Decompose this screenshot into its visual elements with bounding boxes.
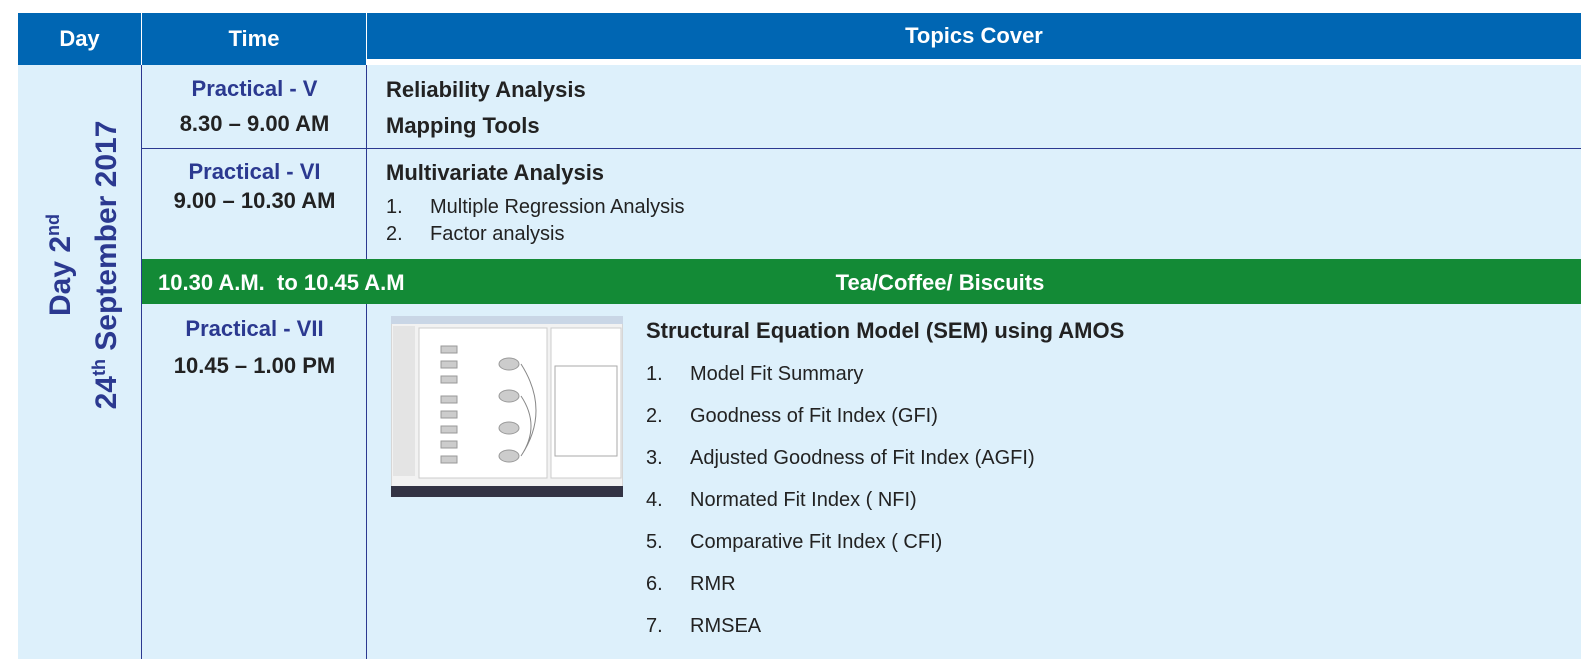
item-num: 1.	[386, 196, 403, 218]
header-time: Time	[142, 13, 366, 65]
day-text: Day 2	[44, 235, 77, 317]
item-num: 5.	[646, 531, 663, 553]
item-text: Multiple Regression Analysis	[430, 196, 685, 218]
item-text: Comparative Fit Index ( CFI)	[690, 531, 943, 553]
item-num: 3.	[646, 447, 663, 469]
day-label: Day 2nd 24th September 2017	[34, 121, 126, 410]
date-sup: th	[89, 359, 109, 377]
column-line	[366, 304, 367, 659]
header-divider	[366, 13, 367, 65]
header-divider	[141, 13, 142, 65]
date-day: 24	[90, 376, 123, 410]
item-num: 7.	[646, 615, 663, 637]
topic: Mapping Tools	[386, 113, 540, 138]
item-num: 6.	[646, 573, 663, 595]
column-line	[366, 65, 367, 259]
session-name: Practical - VII	[185, 316, 324, 341]
item-text: Normated Fit Index ( NFI)	[690, 489, 917, 511]
break-time: 10.30 A.M. to 10.45 A.M	[158, 270, 405, 295]
column-line	[141, 65, 142, 659]
day-sup: nd	[43, 213, 63, 236]
session-time: 8.30 – 9.00 AM	[179, 111, 330, 136]
header-topics: Topics Cover	[367, 13, 1581, 59]
item-num: 2.	[646, 405, 663, 427]
day-line: Day 2nd	[34, 121, 80, 410]
session-name: Practical - VI	[188, 159, 321, 184]
item-text: Factor analysis	[430, 223, 565, 245]
row-line	[141, 148, 1581, 149]
session-time: 9.00 – 10.30 AM	[173, 188, 336, 213]
item-num: 2.	[386, 223, 403, 245]
break-label: Tea/Coffee/ Biscuits	[835, 270, 1045, 295]
topic-title: Structural Equation Model (SEM) using AM…	[646, 318, 1125, 343]
topic-title: Multivariate Analysis	[386, 160, 605, 185]
item-num: 1.	[646, 363, 663, 385]
item-text: Goodness of Fit Index (GFI)	[690, 405, 938, 427]
topic: Reliability Analysis	[386, 77, 586, 102]
header-day: Day	[18, 13, 141, 65]
screenshot-image	[391, 316, 623, 497]
session-name: Practical - V	[191, 76, 318, 101]
break-row	[142, 259, 1581, 304]
table-body	[18, 65, 1581, 659]
item-text: RMR	[690, 573, 736, 595]
date-line: 24th September 2017	[80, 121, 126, 410]
date-rest: September 2017	[90, 120, 123, 360]
item-text: Adjusted Goodness of Fit Index (AGFI)	[690, 447, 1035, 469]
item-num: 4.	[646, 489, 663, 511]
session-time: 10.45 – 1.00 PM	[173, 353, 336, 378]
item-text: Model Fit Summary	[690, 363, 864, 385]
item-text: RMSEA	[690, 615, 762, 637]
